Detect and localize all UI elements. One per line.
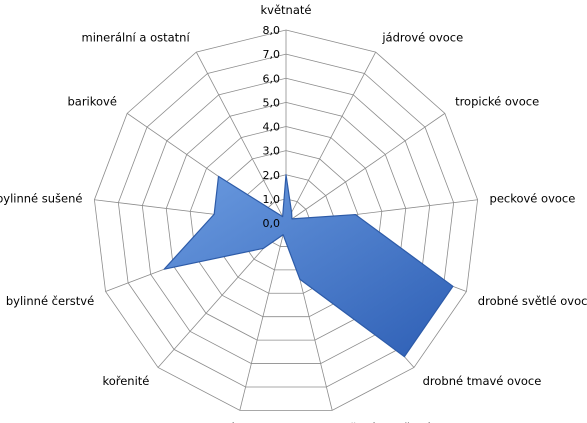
tick-label-4: 4,0	[263, 121, 281, 134]
category-label-9: kořenité	[102, 374, 149, 388]
grid-ring-5	[165, 101, 407, 341]
grid-spoke-8	[239, 222, 287, 411]
series-area-1	[163, 174, 454, 358]
grid-ring-4	[189, 126, 383, 318]
tick-label-6: 6,0	[263, 72, 281, 85]
grid-ring-8	[93, 29, 479, 411]
category-label-11: bylinné sušené	[0, 192, 82, 206]
category-label-4: peckové ovoce	[490, 192, 576, 206]
category-label-6: drobné tmavé ovoce	[423, 374, 542, 388]
tick-label-7: 7,0	[263, 48, 281, 61]
radar-category-labels: květnaté jádrové ovoce tropické ovoce pecko…	[0, 3, 587, 423]
tick-label-1: 1,0	[263, 193, 281, 206]
tick-label-5: 5,0	[263, 96, 281, 109]
grid-ring-6	[141, 77, 431, 364]
category-label-10: bylinné čerstvé	[6, 294, 94, 308]
category-label-12: barikové	[67, 95, 116, 109]
category-label-5: drobné světlé ovoce	[478, 294, 587, 308]
tick-label-0: 0,0	[263, 217, 281, 230]
tick-label-3: 3,0	[263, 145, 281, 158]
tick-label-2: 2,0	[263, 169, 281, 182]
grid-spoke-3	[285, 113, 446, 224]
grid-ring-7	[117, 53, 455, 388]
radar-series	[163, 174, 454, 358]
grid-spoke-13	[195, 51, 287, 224]
category-label-8: karamelizované	[144, 421, 235, 423]
tick-label-8: 8,0	[263, 24, 281, 37]
category-label-3: tropické ovoce	[455, 95, 539, 109]
category-label-2: jádrové ovoce	[381, 30, 463, 44]
radar-axis-ticks: 0,0 1,0 2,0 3,0 4,0 5,0 6,0 7,0 8,0	[263, 24, 281, 230]
grid-spoke-2	[285, 51, 377, 224]
category-label-13: minerální a ostatní	[82, 30, 191, 44]
category-label-1: květnaté	[261, 3, 312, 17]
category-label-7: vařené a sušené ovoce	[337, 421, 470, 423]
